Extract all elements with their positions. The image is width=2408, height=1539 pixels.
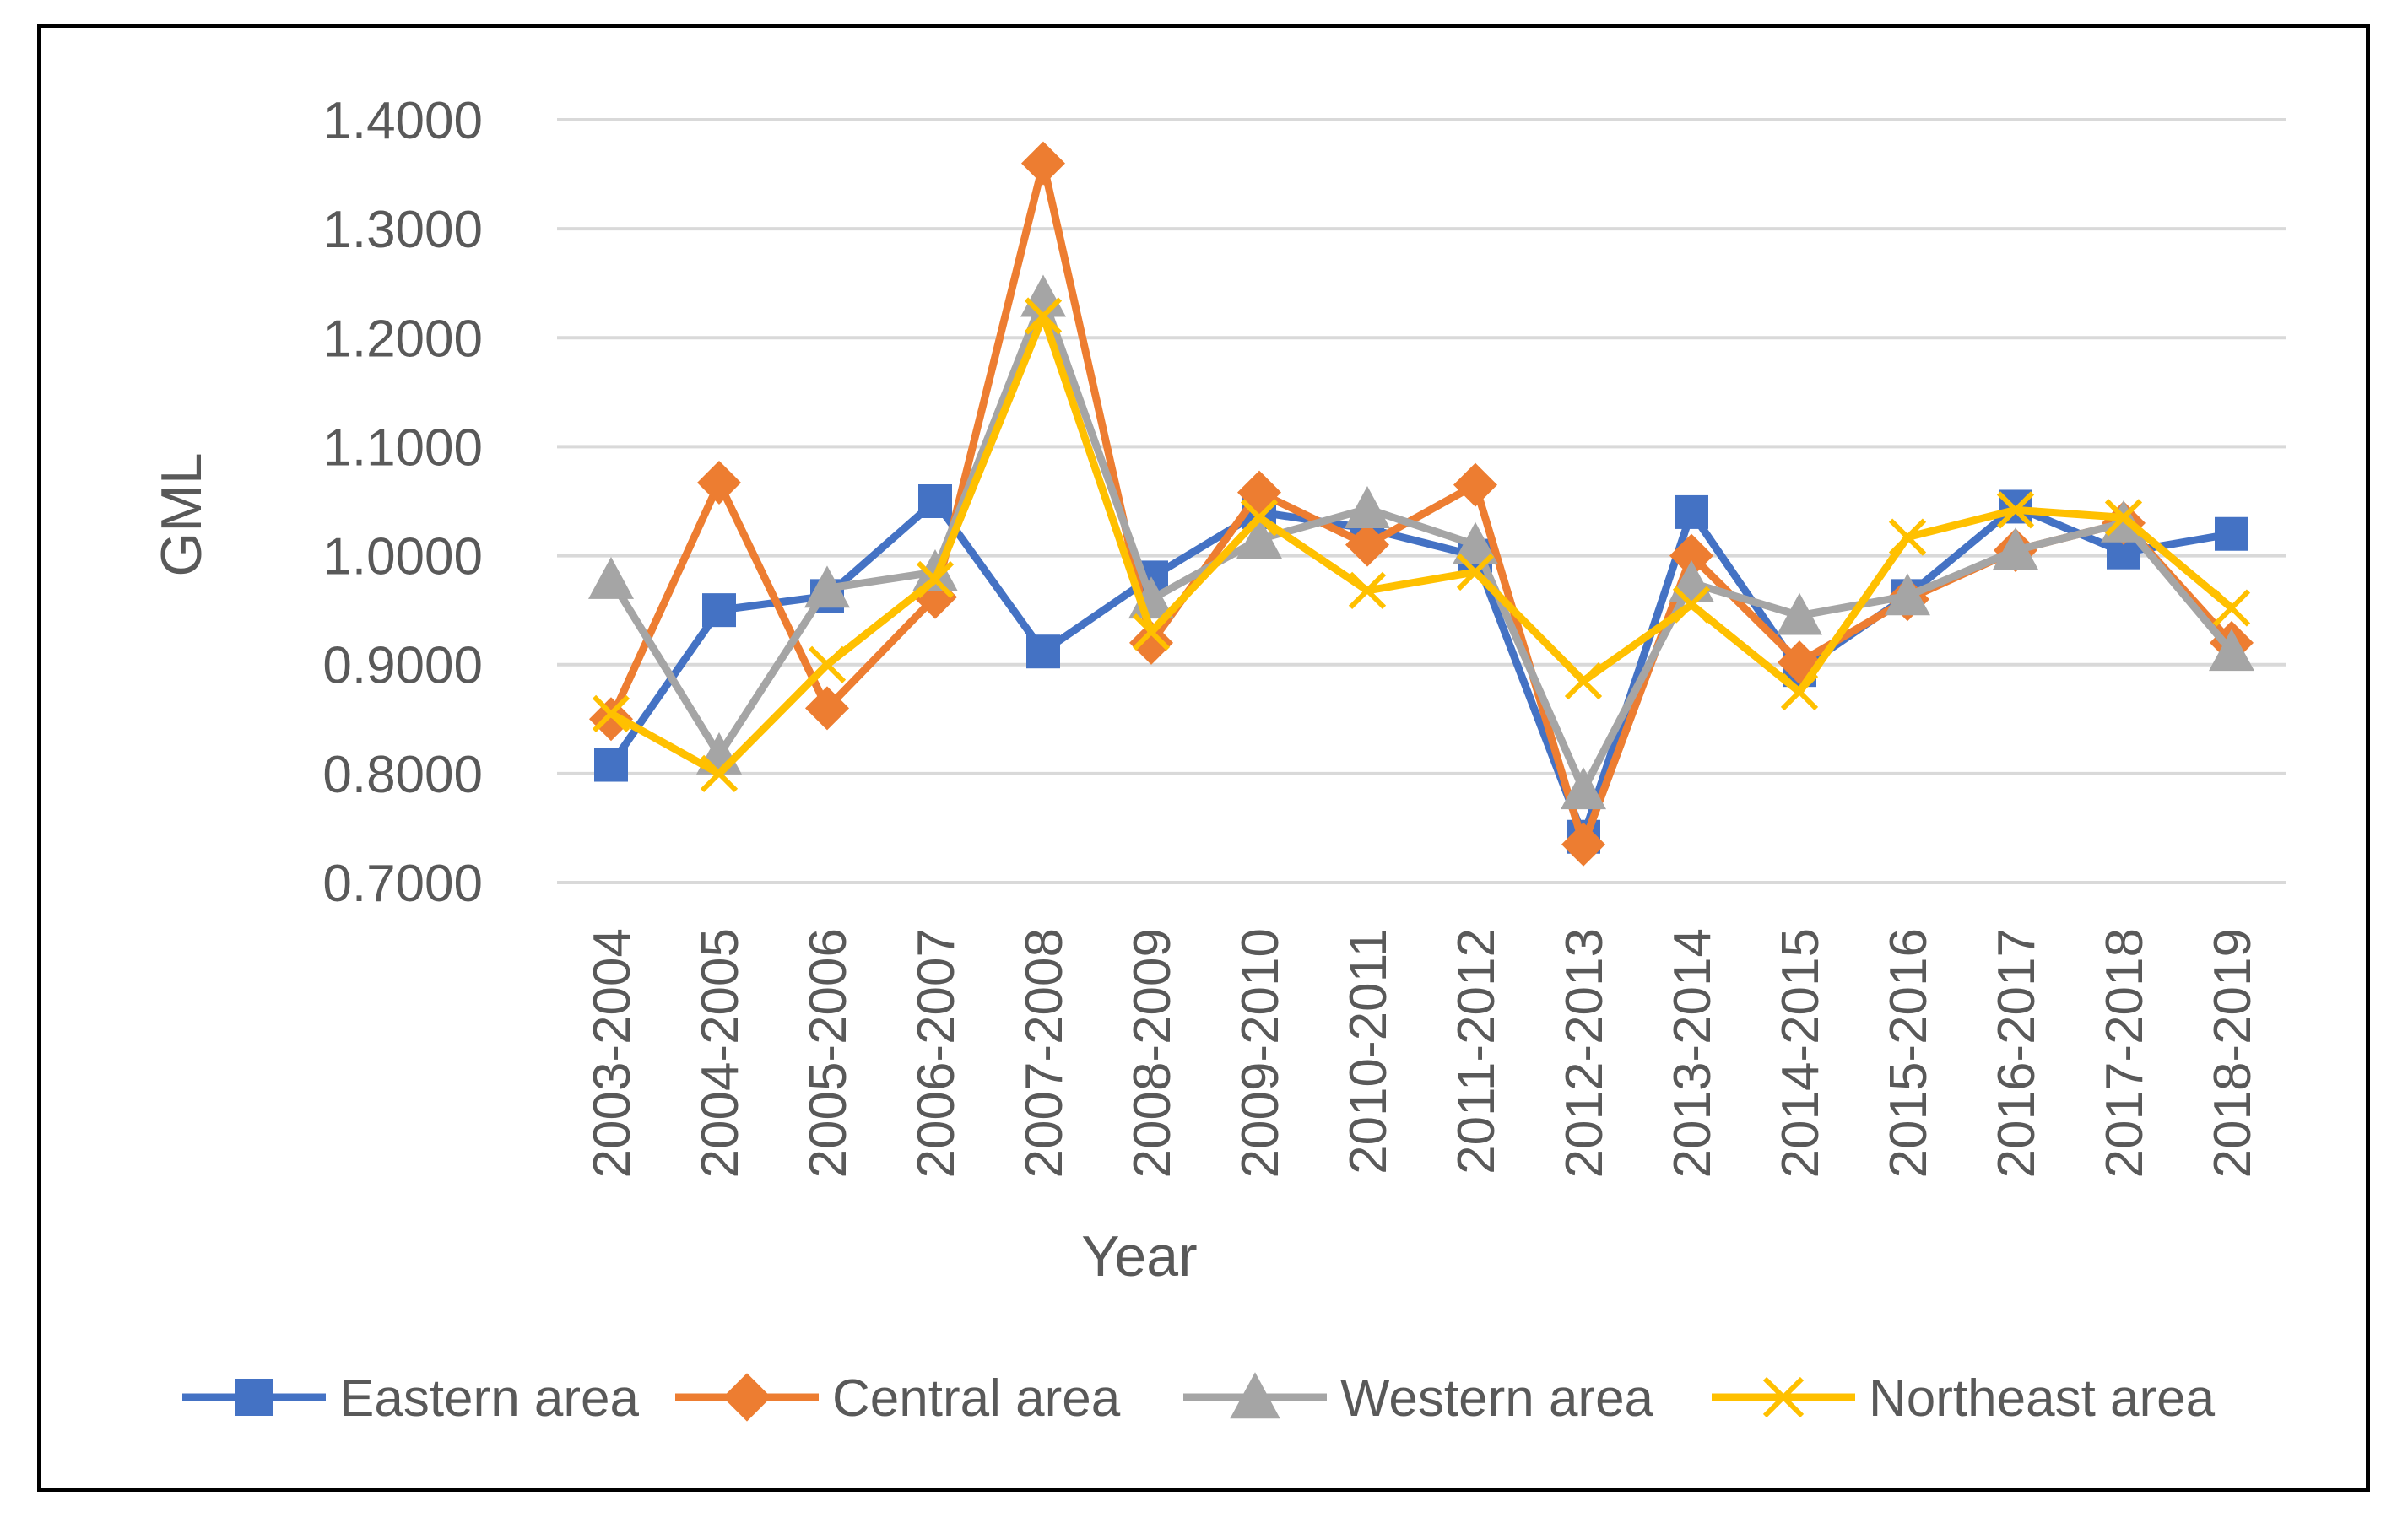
legend-label: Northeast area — [1869, 1369, 2216, 1428]
data-point — [697, 461, 741, 505]
series-northeast-area — [592, 297, 2251, 792]
data-point — [1564, 662, 1603, 700]
data-point — [589, 697, 633, 742]
y-tick-label: 1.4000 — [322, 92, 483, 150]
series-line — [608, 497, 2232, 841]
x-tick-label: 2008-2009 — [1123, 928, 1182, 1179]
y-tick-label: 1.1000 — [322, 418, 483, 477]
data-point — [1561, 822, 1605, 867]
legend-item: Eastern area — [182, 1369, 640, 1428]
x-tick-label: 2004-2005 — [691, 928, 749, 1179]
data-point — [1993, 527, 2038, 570]
data-point — [1453, 521, 1498, 564]
y-tick-label: 1.2000 — [322, 310, 483, 368]
data-point — [2212, 589, 2251, 627]
x-tick-label: 2007-2008 — [1015, 928, 1074, 1179]
x-tick-label: 2009-2010 — [1231, 928, 1290, 1179]
data-point — [1885, 573, 1930, 616]
y-tick-label: 1.3000 — [322, 201, 483, 259]
y-axis-tick-labels: 0.7000 0.8000 0.9000 1.0000 1.1000 1.2000 1.30… — [322, 92, 483, 913]
data-point — [2215, 516, 2248, 551]
y-tick-label: 0.7000 — [322, 855, 483, 913]
data-point — [1672, 586, 1711, 624]
legend-item: Central area — [675, 1369, 1121, 1428]
series-line — [608, 294, 2235, 794]
x-axis-tick-labels: 2003-2004 2004-2005 2005-2006 2006-2007 2007… — [583, 928, 2262, 1179]
data-point — [702, 593, 736, 628]
data-point — [1453, 462, 1497, 507]
data-point — [1240, 499, 1279, 537]
data-point — [594, 748, 628, 782]
series-western-area — [588, 274, 2254, 810]
legend: Eastern area Central area Western area Nort… — [182, 1369, 2216, 1428]
data-point — [1777, 592, 1822, 635]
data-point — [1780, 672, 1819, 711]
legend-item: Northeast area — [1712, 1369, 2216, 1428]
gridlines — [557, 118, 2286, 884]
legend-item: Western area — [1183, 1369, 1654, 1428]
x-tick-label: 2010-2011 — [1339, 928, 1398, 1174]
x-tick-label: 2017-2018 — [2096, 928, 2154, 1179]
x-tick-label: 2014-2015 — [1772, 928, 1830, 1179]
legend-label: Central area — [832, 1369, 1121, 1428]
data-point — [1456, 553, 1495, 591]
data-point — [1026, 634, 1060, 669]
data-point — [1345, 522, 1389, 567]
legend-label: Eastern area — [339, 1369, 640, 1428]
legend-marker — [235, 1379, 273, 1416]
legend-marker — [722, 1373, 771, 1422]
legend-label: Western area — [1340, 1369, 1654, 1428]
data-point — [1021, 141, 1065, 186]
y-axis-title: GML — [149, 452, 214, 576]
data-point — [1888, 518, 1927, 556]
data-point — [1675, 494, 1708, 529]
series-eastern-area — [594, 484, 2248, 854]
x-tick-label: 2013-2014 — [1664, 928, 1722, 1179]
data-point — [588, 556, 634, 599]
data-point — [2104, 499, 2143, 537]
x-tick-label: 2012-2013 — [1556, 928, 1614, 1179]
y-tick-label: 0.8000 — [322, 746, 483, 804]
data-point — [804, 565, 850, 608]
chart-frame — [37, 24, 2370, 1492]
data-point — [808, 645, 847, 683]
data-point — [1132, 613, 1171, 651]
data-point — [1348, 571, 1387, 610]
x-tick-label: 2005-2006 — [799, 928, 858, 1179]
data-point — [1024, 297, 1063, 335]
x-axis-title: Year — [1081, 1224, 1197, 1288]
data-point — [1561, 767, 1606, 810]
legend-marker — [1230, 1372, 1280, 1419]
data-point — [1020, 274, 1066, 317]
x-tick-label: 2011-2012 — [1448, 928, 1506, 1174]
data-point — [1669, 533, 1713, 578]
series-lines — [588, 141, 2254, 867]
data-point — [916, 560, 955, 599]
data-point — [1345, 486, 1390, 528]
y-tick-label: 0.9000 — [322, 637, 483, 695]
data-point — [592, 694, 630, 732]
data-point — [918, 484, 952, 518]
data-point — [1236, 516, 1282, 559]
x-tick-label: 2016-2017 — [1988, 928, 2046, 1179]
data-point — [1996, 491, 2035, 529]
series-line — [609, 311, 2234, 778]
x-tick-label: 2003-2004 — [583, 928, 641, 1179]
x-tick-label: 2018-2019 — [2204, 928, 2262, 1179]
series-line — [607, 159, 2235, 849]
x-tick-label: 2015-2016 — [1880, 928, 1938, 1179]
data-point — [2209, 629, 2254, 672]
data-point — [700, 754, 739, 792]
data-point — [1129, 620, 1173, 665]
y-tick-label: 1.0000 — [322, 528, 483, 586]
legend-marker — [1762, 1376, 1805, 1418]
data-point — [805, 686, 849, 731]
x-tick-label: 2006-2007 — [907, 928, 966, 1179]
